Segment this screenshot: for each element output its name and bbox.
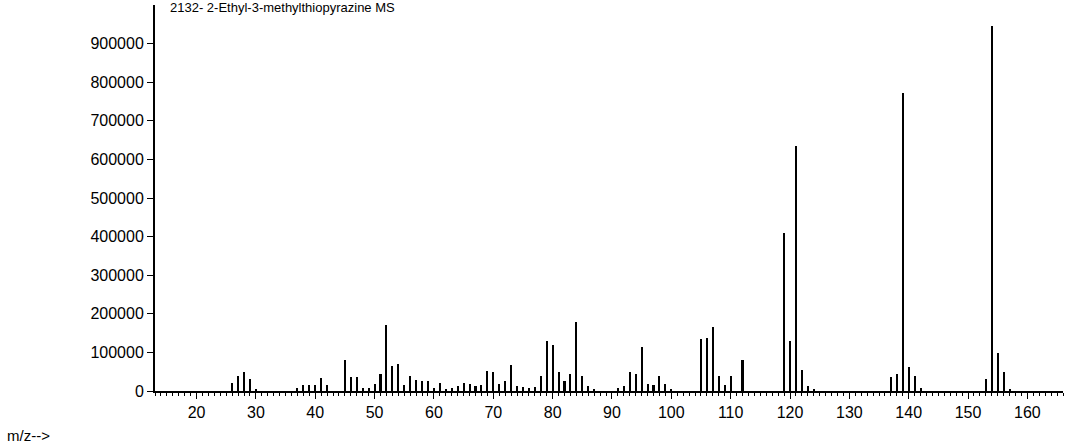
svg-text:500000: 500000 (90, 190, 143, 207)
svg-text:700000: 700000 (90, 112, 143, 129)
svg-text:100: 100 (658, 404, 685, 421)
svg-text:130: 130 (836, 404, 863, 421)
svg-text:20: 20 (188, 404, 206, 421)
svg-text:30: 30 (247, 404, 265, 421)
svg-text:40: 40 (306, 404, 324, 421)
svg-text:50: 50 (366, 404, 384, 421)
svg-text:150: 150 (955, 404, 982, 421)
svg-text:600000: 600000 (90, 151, 143, 168)
svg-text:120: 120 (777, 404, 804, 421)
svg-text:160: 160 (1014, 404, 1041, 421)
svg-text:900000: 900000 (90, 35, 143, 52)
svg-text:100000: 100000 (90, 344, 143, 361)
svg-text:0: 0 (135, 383, 144, 400)
svg-text:300000: 300000 (90, 267, 143, 284)
svg-text:2132- 2-Ethyl-3-methylthiopyra: 2132- 2-Ethyl-3-methylthiopyrazine MS (170, 0, 395, 15)
svg-text:800000: 800000 (90, 74, 143, 91)
svg-text:m/z-->: m/z--> (7, 427, 50, 444)
svg-text:140: 140 (895, 404, 922, 421)
svg-text:70: 70 (484, 404, 502, 421)
svg-text:200000: 200000 (90, 305, 143, 322)
svg-text:60: 60 (425, 404, 443, 421)
svg-text:110: 110 (718, 404, 744, 421)
svg-text:90: 90 (603, 404, 621, 421)
svg-text:80: 80 (544, 404, 562, 421)
svg-text:400000: 400000 (90, 228, 143, 245)
